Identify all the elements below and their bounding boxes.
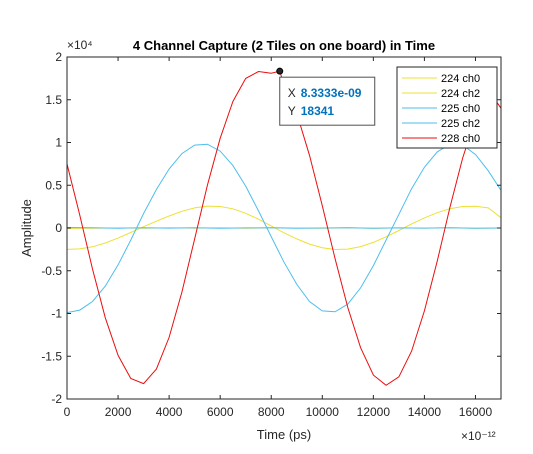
y-tick-label: -1.5 <box>41 349 62 363</box>
datatip-box <box>279 76 376 126</box>
datatip-y-label: Y <box>288 104 296 118</box>
x-tick-label: 6000 <box>207 405 234 419</box>
y-tick-label: 1.5 <box>45 93 62 107</box>
x-tick-label: 14000 <box>408 405 442 419</box>
y-tick-label: 2 <box>55 50 62 64</box>
legend-entry-label: 228 ch0 <box>441 133 480 145</box>
y-tick-label: 0.5 <box>45 178 62 192</box>
y-tick-label: -1 <box>51 307 62 321</box>
legend-entry-label: 224 ch2 <box>441 88 480 100</box>
y-axis-label: Amplitude <box>19 199 34 257</box>
x-tick-label: 4000 <box>156 405 183 419</box>
y-tick-label: 0 <box>55 221 62 235</box>
series-line-224-ch2[interactable] <box>66 205 502 251</box>
legend-entry-label: 224 ch0 <box>441 73 480 85</box>
series-line-225-ch0[interactable] <box>66 227 502 229</box>
datatip-marker[interactable] <box>276 67 284 75</box>
x-tick-label: 12000 <box>357 405 391 419</box>
series-line-225-ch2[interactable] <box>66 143 502 314</box>
y-tick-label: -0.5 <box>41 264 62 278</box>
legend[interactable]: 224 ch0 224 ch2 225 ch0 225 ch2 228 ch0 <box>396 66 498 149</box>
tick-layer: 0 2000 4000 6000 8000 10000 12000 14000 16000 -2 -… <box>41 50 501 419</box>
y-exponent-label: ×10⁴ <box>67 38 93 52</box>
y-tick-label: -2 <box>51 392 62 406</box>
x-tick-label: 2000 <box>105 405 132 419</box>
series-layer <box>66 70 502 386</box>
x-tick-label: 16000 <box>459 405 493 419</box>
datatip[interactable]: X 8.3333e-09 Y 18341 <box>276 67 376 126</box>
legend-entry-label: 225 ch2 <box>441 118 480 130</box>
datatip-y-value: 18341 <box>301 104 335 118</box>
x-exponent-label: ×10⁻¹² <box>461 429 496 443</box>
chart-title: 4 Channel Capture (2 Tiles on one board)… <box>133 38 435 53</box>
datatip-x-label: X <box>288 86 296 100</box>
x-axis-label: Time (ps) <box>257 427 311 442</box>
legend-entry-label: 225 ch0 <box>441 103 480 115</box>
x-tick-label: 8000 <box>258 405 285 419</box>
y-tick-label: 1 <box>55 136 62 150</box>
x-tick-label: 10000 <box>306 405 340 419</box>
datatip-x-value: 8.3333e-09 <box>301 86 362 100</box>
x-tick-label: 0 <box>64 405 71 419</box>
